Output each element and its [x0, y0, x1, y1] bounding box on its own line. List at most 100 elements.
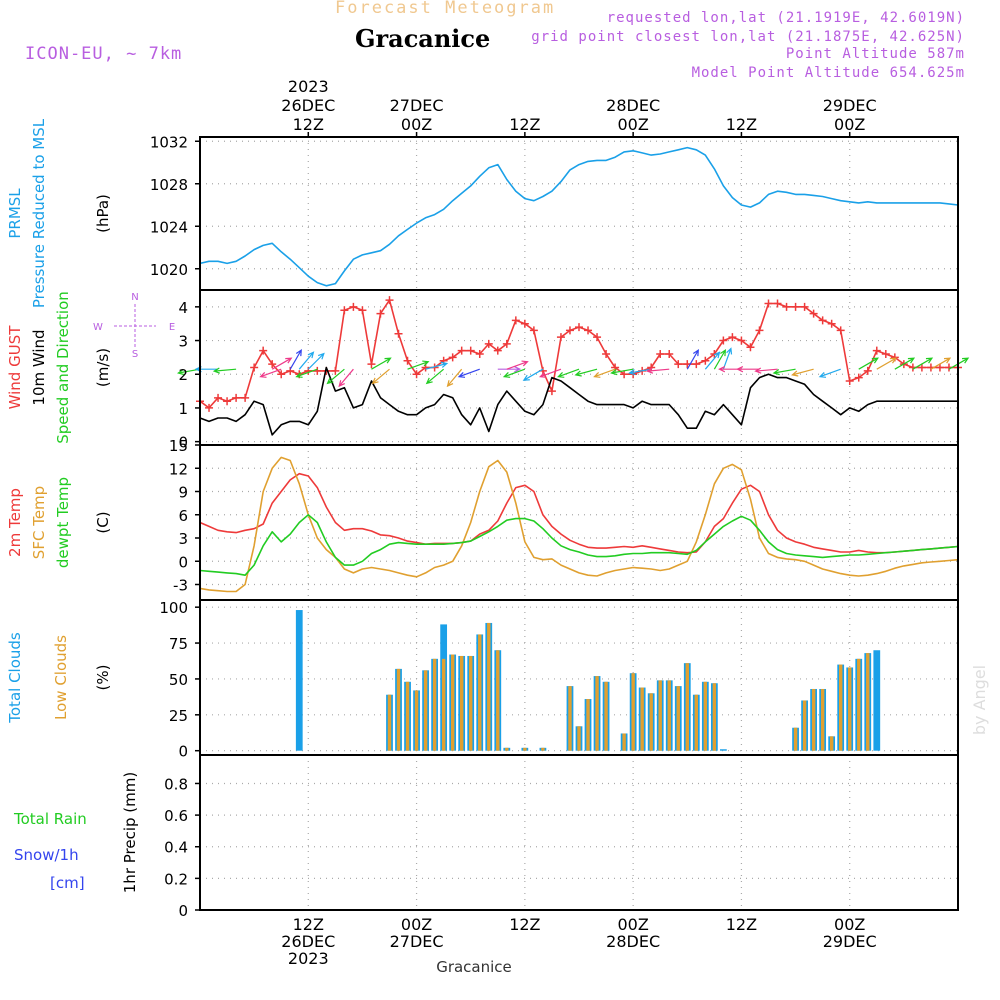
- clouds-ytick-label: 75: [169, 635, 188, 653]
- precip-left-label-rain: Total Rain: [13, 810, 87, 828]
- temperature-ylabel: 2m Temp: [6, 488, 24, 557]
- clouds-bar-low: [649, 693, 653, 751]
- wind-direction-arrow: [912, 357, 934, 370]
- clouds-ytick-label: 0: [178, 743, 188, 761]
- clouds-bar-low: [586, 699, 590, 751]
- clouds-bar-low: [622, 733, 626, 751]
- wind-gust-marker: [593, 333, 602, 342]
- time-label-top: 00Z: [401, 115, 432, 134]
- wind-gust-marker: [863, 366, 872, 375]
- wind-gust-marker: [755, 326, 764, 335]
- wind-gust-marker: [367, 360, 376, 369]
- wind-gust-marker: [665, 350, 674, 359]
- wind-gust-marker: [584, 326, 593, 335]
- wind-direction-arrow: [686, 348, 699, 370]
- pressure-ytick-label: 1028: [150, 176, 188, 194]
- wind-direction-arrow: [736, 366, 760, 373]
- temperature-ylabel: SFC Temp: [30, 486, 48, 559]
- wind-gust-marker: [773, 299, 782, 308]
- pressure-frame: [199, 136, 959, 291]
- wind-gust-marker: [845, 376, 854, 385]
- wind-gust-marker: [232, 393, 241, 402]
- clouds-bar-low: [568, 686, 572, 751]
- wind-direction-arrow: [704, 351, 721, 370]
- wind-ytick-label: 0: [178, 434, 188, 452]
- clouds-bar-low: [523, 747, 527, 751]
- precip-left-label-snow: Snow/1h: [14, 846, 79, 864]
- wind-direction-arrow: [894, 357, 916, 370]
- clouds-bar-low: [694, 694, 699, 751]
- time-label-bottom: 00Z: [617, 915, 648, 934]
- precip-ylabel: 1hr Precip (mm): [121, 772, 139, 893]
- time-label-top: 2023: [288, 77, 329, 96]
- wind-ylabel: 10m Wind: [30, 329, 48, 405]
- wind-gust-marker: [872, 346, 881, 355]
- clouds-bar-low: [838, 664, 843, 751]
- precip-frame: [199, 754, 959, 911]
- precip-ytick-label: 0.2: [164, 870, 188, 888]
- temperature-ytick-label: 15: [169, 437, 188, 455]
- wind-gust-marker: [358, 306, 367, 315]
- clouds-bar-low: [820, 688, 825, 751]
- time-label-bottom: 27DEC: [390, 932, 444, 951]
- compass-w: W: [93, 322, 103, 333]
- wind-direction-arrow: [557, 368, 580, 378]
- clouds-bar-low: [414, 690, 419, 751]
- wind-direction-arrow: [497, 366, 522, 373]
- wind-direction-arrow: [791, 368, 814, 377]
- wind-gust-marker: [331, 366, 340, 375]
- temperature-ytick-label: 9: [178, 484, 188, 502]
- wind-gust-marker: [259, 346, 268, 355]
- wind-direction-arrow: [212, 367, 237, 374]
- wind-direction-arrow: [502, 368, 526, 378]
- wind-gust-marker: [340, 306, 349, 315]
- super-title: Forecast Meteogram: [335, 0, 556, 18]
- compass-n: N: [131, 292, 138, 303]
- wind-gust-marker: [214, 393, 223, 402]
- pressure-ylabel: (hPa): [94, 194, 112, 233]
- temperature-series-sfc: [199, 456, 959, 593]
- wind-gust-marker: [719, 336, 728, 345]
- clouds-bar-low: [487, 622, 491, 751]
- wind-gust-marker: [565, 326, 574, 335]
- wind-gust-marker: [764, 299, 773, 308]
- grid-point-coords: grid point closest lon,lat (21.1875E, 42…: [531, 29, 965, 45]
- wind-direction-arrow: [457, 368, 480, 378]
- temperature-ytick-label: 12: [169, 460, 188, 478]
- wind-direction-arrow: [295, 368, 318, 378]
- wind-direction-arrow: [446, 368, 463, 388]
- pressure-ytick-label: 1032: [150, 133, 188, 151]
- time-label-bottom: 12Z: [293, 915, 324, 934]
- clouds-bar-low: [469, 655, 473, 751]
- clouds-bar-low: [811, 688, 816, 751]
- clouds-ylabel: Total Clouds: [6, 632, 24, 724]
- wind-direction-arrow: [722, 347, 733, 370]
- wind-direction-arrow: [772, 368, 796, 376]
- wind-direction-arrow: [307, 352, 325, 370]
- wind-direction-arrow: [259, 368, 282, 378]
- time-label-bottom: 00Z: [834, 915, 865, 934]
- wind-gust-marker: [520, 319, 529, 328]
- wind-direction-arrow: [425, 361, 449, 370]
- wind-series-wind10m: [199, 366, 958, 436]
- wind-ytick-label: 2: [178, 366, 188, 384]
- precip-ytick-label: 0.8: [164, 775, 188, 793]
- point-altitude: Point Altitude 587m: [785, 46, 965, 62]
- wind-direction-arrow: [645, 367, 670, 374]
- temperature-ytick-label: 0: [178, 553, 188, 571]
- wind-gust-marker: [349, 302, 358, 311]
- wind-gust-marker: [827, 319, 836, 328]
- clouds-bar-low: [712, 683, 717, 751]
- wind-ylabel: Wind GUST: [6, 325, 24, 410]
- wind-gust-marker: [692, 360, 701, 369]
- wind-gust-marker: [620, 370, 629, 379]
- temperature-ytick-label: -3: [173, 577, 188, 595]
- temperature-ylabel: (C): [94, 511, 112, 533]
- clouds-ylabel: (%): [94, 665, 112, 691]
- time-label-top: 00Z: [617, 115, 648, 134]
- wind-direction-arrow: [407, 360, 430, 370]
- wind-gust-marker: [412, 370, 421, 379]
- time-label-bottom: 2023: [288, 949, 329, 968]
- time-label-bottom: 29DEC: [823, 932, 877, 951]
- wind-ytick-label: 3: [178, 333, 188, 351]
